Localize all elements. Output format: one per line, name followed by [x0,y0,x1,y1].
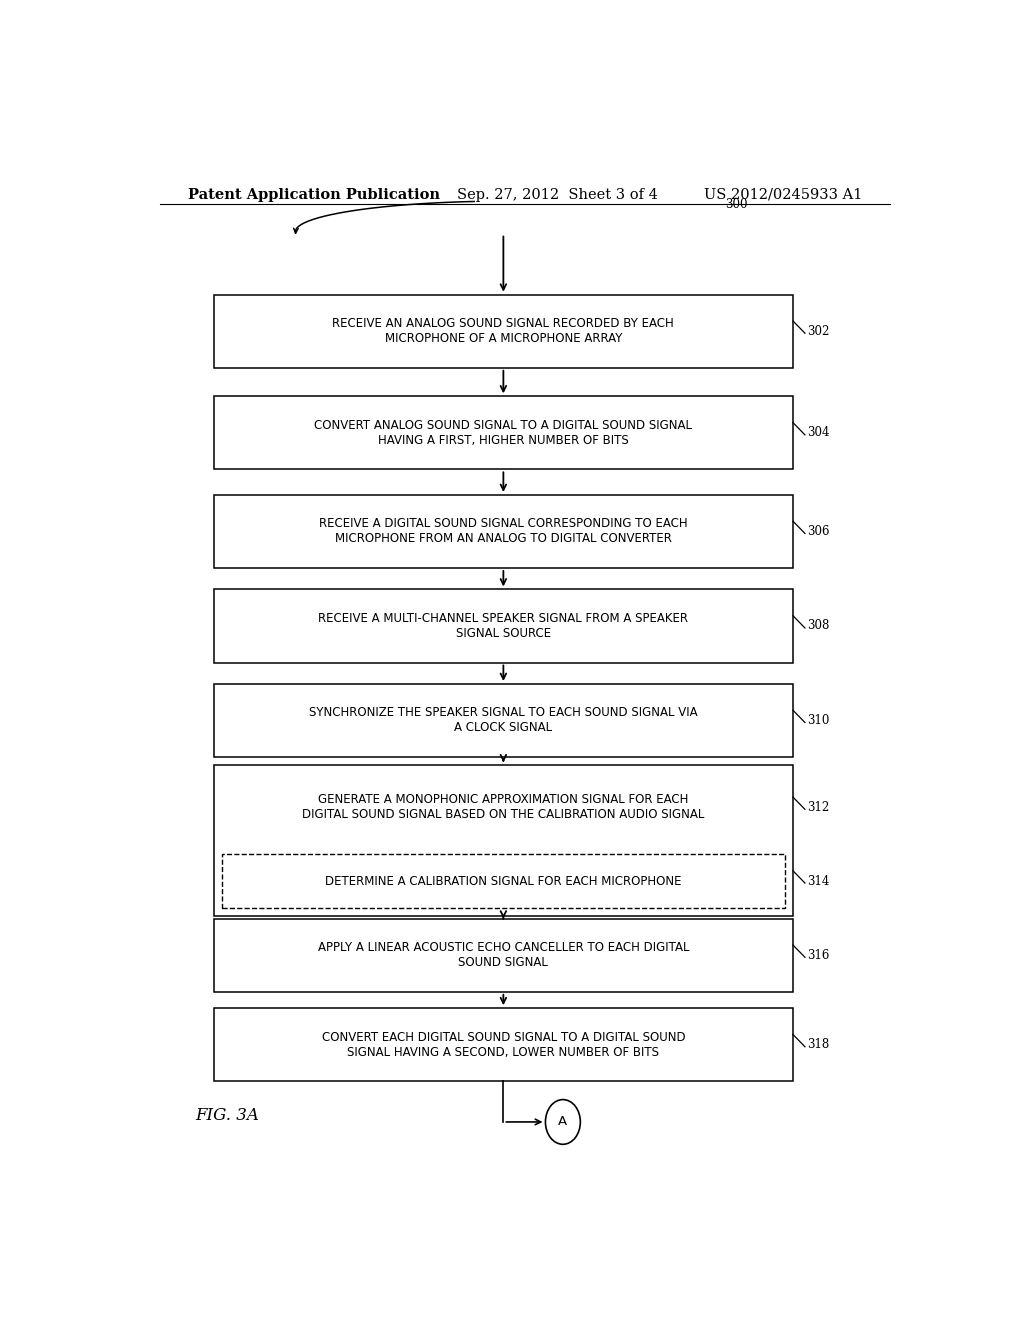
Text: GENERATE A MONOPHONIC APPROXIMATION SIGNAL FOR EACH
DIGITAL SOUND SIGNAL BASED O: GENERATE A MONOPHONIC APPROXIMATION SIGN… [302,793,705,821]
Text: 318: 318 [807,1039,829,1051]
Text: APPLY A LINEAR ACOUSTIC ECHO CANCELLER TO EACH DIGITAL
SOUND SIGNAL: APPLY A LINEAR ACOUSTIC ECHO CANCELLER T… [317,941,689,969]
Bar [214,396,793,470]
Text: 302: 302 [807,325,829,338]
Bar [214,495,793,568]
Bar [214,294,793,368]
Text: 308: 308 [807,619,829,632]
Text: 316: 316 [807,949,829,962]
Text: Patent Application Publication: Patent Application Publication [187,187,439,202]
Bar [214,919,793,991]
Text: 306: 306 [807,525,829,539]
Text: A: A [558,1115,567,1129]
Text: FIG. 3A: FIG. 3A [196,1107,259,1125]
Text: 314: 314 [807,875,829,887]
Text: 310: 310 [807,714,829,727]
Bar [214,684,793,758]
Text: CONVERT EACH DIGITAL SOUND SIGNAL TO A DIGITAL SOUND
SIGNAL HAVING A SECOND, LOW: CONVERT EACH DIGITAL SOUND SIGNAL TO A D… [322,1031,685,1059]
Text: 300: 300 [726,198,749,211]
Text: RECEIVE A MULTI-CHANNEL SPEAKER SIGNAL FROM A SPEAKER
SIGNAL SOURCE: RECEIVE A MULTI-CHANNEL SPEAKER SIGNAL F… [318,612,688,640]
Bar [221,854,785,908]
Text: RECEIVE AN ANALOG SOUND SIGNAL RECORDED BY EACH
MICROPHONE OF A MICROPHONE ARRAY: RECEIVE AN ANALOG SOUND SIGNAL RECORDED … [333,317,674,346]
Bar [214,1008,793,1081]
Text: RECEIVE A DIGITAL SOUND SIGNAL CORRESPONDING TO EACH
MICROPHONE FROM AN ANALOG T: RECEIVE A DIGITAL SOUND SIGNAL CORRESPON… [319,517,688,545]
Text: 312: 312 [807,801,829,814]
Text: US 2012/0245933 A1: US 2012/0245933 A1 [703,187,862,202]
Circle shape [546,1100,581,1144]
Text: CONVERT ANALOG SOUND SIGNAL TO A DIGITAL SOUND SIGNAL
HAVING A FIRST, HIGHER NUM: CONVERT ANALOG SOUND SIGNAL TO A DIGITAL… [314,418,692,447]
Bar [214,766,793,916]
Text: Sep. 27, 2012  Sheet 3 of 4: Sep. 27, 2012 Sheet 3 of 4 [458,187,658,202]
Bar [214,589,793,663]
Text: SYNCHRONIZE THE SPEAKER SIGNAL TO EACH SOUND SIGNAL VIA
A CLOCK SIGNAL: SYNCHRONIZE THE SPEAKER SIGNAL TO EACH S… [309,706,697,734]
Text: DETERMINE A CALIBRATION SIGNAL FOR EACH MICROPHONE: DETERMINE A CALIBRATION SIGNAL FOR EACH … [326,875,682,887]
Text: 304: 304 [807,426,829,440]
